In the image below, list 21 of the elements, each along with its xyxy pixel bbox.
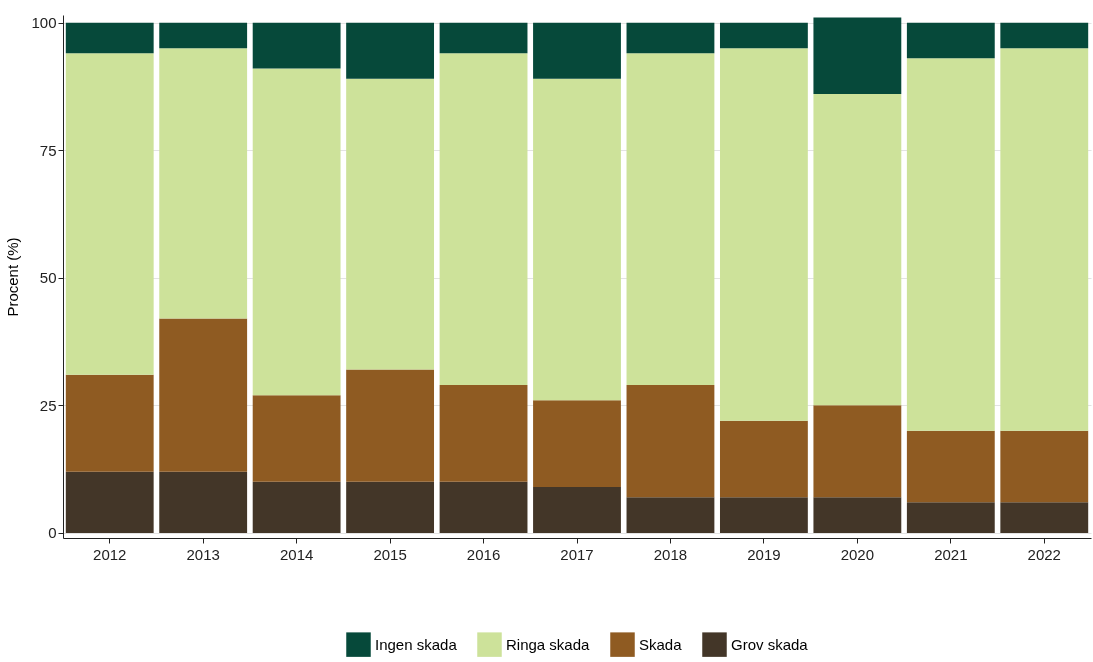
y-tick-label: 50 xyxy=(39,269,57,287)
x-tick-label: 2021 xyxy=(934,545,968,563)
x-tick-label: 2017 xyxy=(560,545,594,563)
legend-label: Ingen skada xyxy=(375,635,458,653)
x-tick-label: 2019 xyxy=(747,545,781,563)
legend-label: Skada xyxy=(639,635,683,653)
x-tick-label: 2012 xyxy=(93,545,127,563)
x-tick-label: 2014 xyxy=(279,545,314,563)
legend-label: Ringa skada xyxy=(506,635,591,653)
x-tick-label: 2020 xyxy=(840,545,875,563)
x-tick-label: 2013 xyxy=(186,545,220,563)
y-tick-label: 0 xyxy=(48,524,57,542)
x-tick-label: 2015 xyxy=(373,545,407,563)
y-axis-title: Procent (%) xyxy=(4,237,22,317)
x-tick-label: 2018 xyxy=(653,545,688,563)
y-tick-label: 25 xyxy=(39,396,57,414)
x-tick-label: 2016 xyxy=(466,545,501,563)
x-tick-label: 2022 xyxy=(1027,545,1061,563)
y-tick-label: 100 xyxy=(31,14,57,32)
y-tick-label: 75 xyxy=(39,141,57,159)
legend-label: Grov skada xyxy=(731,635,809,653)
